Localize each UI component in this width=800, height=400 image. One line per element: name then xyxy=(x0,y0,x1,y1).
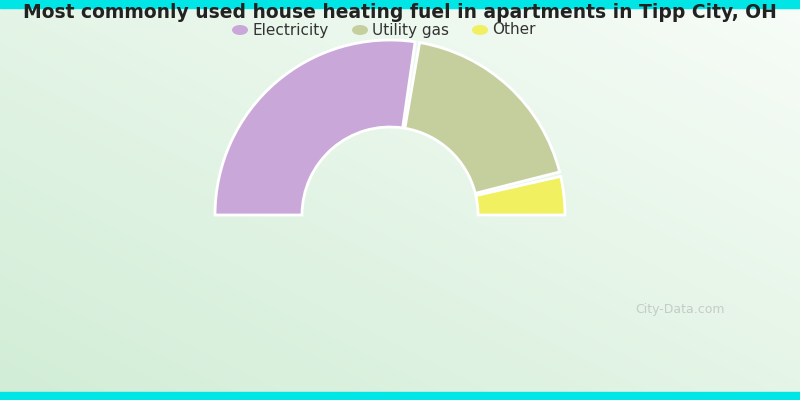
Wedge shape xyxy=(215,40,415,215)
Bar xyxy=(0,392,800,400)
Bar xyxy=(0,0,800,8)
Ellipse shape xyxy=(352,25,368,35)
Text: Other: Other xyxy=(492,22,535,38)
Text: City-Data.com: City-Data.com xyxy=(635,304,725,316)
Ellipse shape xyxy=(232,25,248,35)
Wedge shape xyxy=(476,176,565,215)
Text: Most commonly used house heating fuel in apartments in Tipp City, OH: Most commonly used house heating fuel in… xyxy=(23,2,777,22)
Ellipse shape xyxy=(472,25,488,35)
Wedge shape xyxy=(405,42,560,193)
Text: Utility gas: Utility gas xyxy=(372,22,449,38)
Text: Electricity: Electricity xyxy=(252,22,328,38)
